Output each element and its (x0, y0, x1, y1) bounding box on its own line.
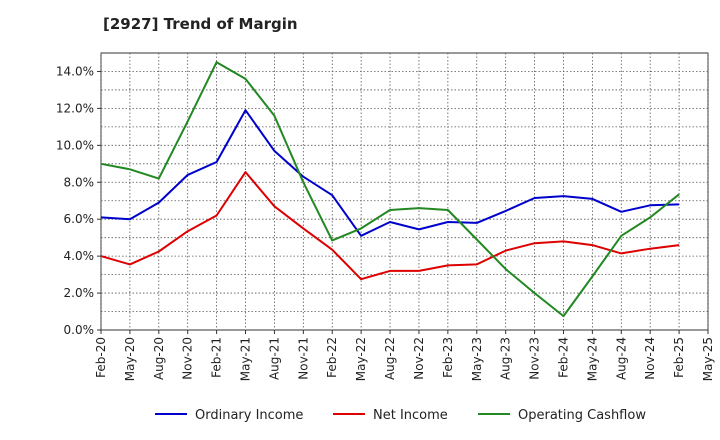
plot-area (100, 52, 709, 331)
y-tick-label: 0.0% (64, 323, 95, 337)
y-tick-label: 6.0% (64, 212, 95, 226)
x-tick-label: Aug-22 (383, 337, 397, 380)
x-tick-label: Aug-20 (152, 337, 166, 380)
x-tick-label: Feb-22 (325, 337, 339, 378)
x-tick-label: Aug-21 (267, 337, 281, 380)
x-tick-label: May-24 (585, 337, 599, 381)
grid-lines (100, 53, 709, 330)
x-tick-label: Nov-24 (643, 337, 657, 380)
legend-label-operating-cashflow: Operating Cashflow (518, 408, 646, 423)
legend: Ordinary Income Net Income Operating Cashf… (155, 408, 646, 423)
series-line-operating-cashflow (100, 61, 680, 318)
plot-border (100, 52, 709, 331)
series-line-net-income (100, 171, 680, 281)
y-tick-label: 2.0% (64, 286, 95, 300)
x-tick-label: Feb-25 (672, 337, 686, 378)
x-tick-label: Nov-23 (528, 337, 542, 380)
series-lines (100, 61, 680, 318)
chart-title: [2927] Trend of Margin (103, 15, 298, 33)
y-tick-label: 8.0% (64, 175, 95, 189)
x-tick-label: May-23 (470, 337, 484, 381)
legend-label-net-income: Net Income (373, 408, 448, 423)
plot-background (101, 53, 708, 330)
y-axis: 0.0% 2.0% 4.0% 6.0% 8.0% 10.0% 12.0% 14.0% (56, 64, 101, 337)
x-tick-label: Nov-20 (181, 337, 195, 380)
legend-label-ordinary-income: Ordinary Income (195, 408, 303, 423)
x-tick-label: Nov-22 (412, 337, 426, 380)
x-tick-label: Nov-21 (296, 337, 310, 380)
x-tick-label: Aug-23 (499, 337, 513, 380)
x-axis: Feb-20 May-20 Aug-20 Nov-20 Feb-21 May-21 Aug-… (94, 330, 715, 381)
series-line-ordinary-income (100, 109, 680, 237)
y-tick-label: 14.0% (56, 64, 94, 78)
x-tick-label: Aug-24 (614, 337, 628, 380)
x-tick-label: May-25 (701, 337, 715, 381)
x-tick-label: Feb-23 (441, 337, 455, 378)
x-tick-label: Feb-24 (556, 337, 570, 378)
x-tick-label: May-21 (239, 337, 253, 381)
x-tick-label: May-22 (354, 337, 368, 381)
x-tick-label: Feb-21 (210, 337, 224, 378)
y-tick-label: 12.0% (56, 101, 94, 115)
x-tick-label: Feb-20 (94, 337, 108, 378)
x-tick-label: May-20 (123, 337, 137, 381)
y-tick-label: 10.0% (56, 138, 94, 152)
y-tick-label: 4.0% (64, 249, 95, 263)
